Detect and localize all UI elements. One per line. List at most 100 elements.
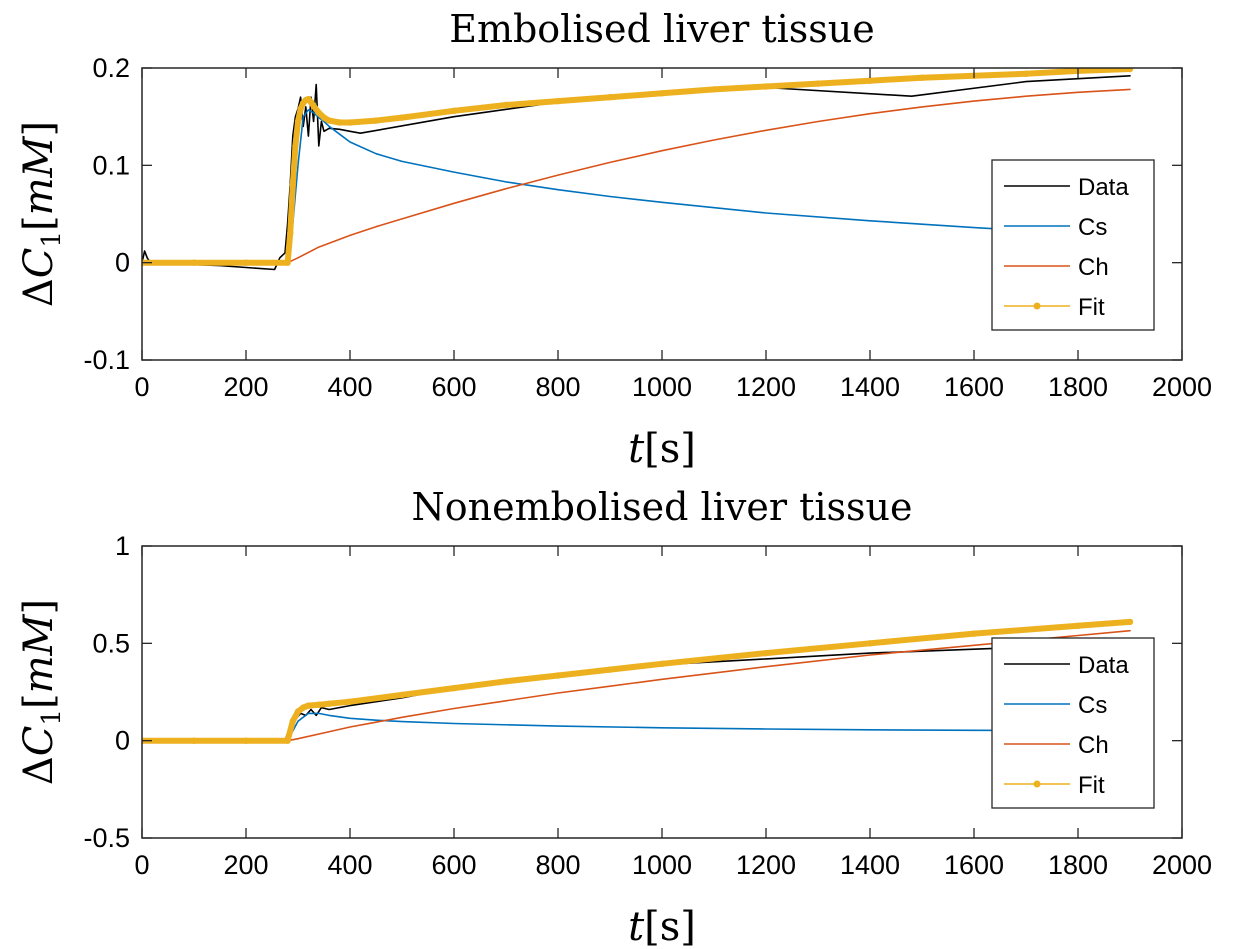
fit-point (372, 117, 380, 124)
x-tick-label: 2000 (1152, 372, 1212, 402)
y-axis-label: ΔC1[mM] (16, 599, 67, 785)
fit-point (1022, 70, 1030, 78)
x-axis-label-var: t (628, 426, 645, 472)
fit-point (346, 119, 354, 126)
fit-point (326, 700, 333, 707)
x-tick-label: 800 (535, 850, 580, 880)
fit-point (310, 102, 317, 110)
fit-point (450, 107, 458, 115)
fit-point (814, 80, 822, 87)
x-tick-label: 0 (134, 372, 149, 402)
fit-point (190, 737, 198, 744)
fit-point (190, 259, 198, 266)
fit-point (284, 737, 291, 744)
fit-point (502, 101, 510, 109)
fit-point (970, 630, 978, 637)
fit-point (326, 117, 333, 124)
y-axis-label-var: C (16, 248, 62, 279)
fit-point (866, 640, 874, 647)
y-axis-label-prefix: Δ (16, 756, 62, 785)
y-axis-label-bracket-close: ] (16, 121, 62, 137)
fit-point (336, 119, 343, 126)
y-axis-label-bracket-close: ] (16, 599, 62, 615)
x-tick-label: 1000 (632, 850, 692, 880)
legend-marker-fit (1033, 302, 1041, 310)
fit-point (300, 704, 307, 711)
y-tick-label: 0.2 (92, 53, 130, 83)
fit-point (1126, 618, 1134, 626)
legend-label-cs: Cs (1078, 214, 1107, 241)
x-axis-label-var: t (628, 904, 645, 949)
y-tick-label: 0 (115, 248, 130, 278)
x-tick-label: 1600 (944, 850, 1004, 880)
x-tick-label: 600 (431, 372, 476, 402)
legend-box (991, 637, 1155, 809)
legend-label-cs: Cs (1078, 692, 1107, 719)
y-tick-label: 1 (115, 531, 130, 561)
y-axis-label-bracket-open: [ (16, 693, 62, 709)
legend-label-data: Data (1078, 652, 1129, 679)
x-axis-label-unit: [s] (644, 426, 696, 472)
y-tick-label: 0.1 (92, 150, 130, 180)
x-tick-label: 1400 (840, 850, 900, 880)
series-fit-line (142, 618, 1133, 744)
x-axis-label: t[s] (628, 904, 696, 949)
fit-point (658, 660, 666, 667)
fit-point (242, 259, 250, 266)
fit-point (762, 649, 770, 657)
fit-point (305, 702, 312, 709)
y-axis-label-subscript: 1 (37, 231, 67, 248)
legend-label-fit: Fit (1078, 294, 1105, 321)
y-axis-label: ΔC1[mM] (16, 121, 67, 307)
fit-point (554, 97, 562, 105)
fit-point (346, 698, 354, 705)
fit-point (606, 94, 614, 101)
y-axis-label-unit: mM (16, 135, 62, 215)
chart-title: Embolised liver tissue (449, 7, 875, 51)
series-cs-line (286, 712, 1131, 742)
fit-point (289, 718, 296, 725)
fit-point (866, 77, 874, 84)
fit-point (554, 672, 562, 679)
fit-point (450, 684, 458, 692)
y-tick-label: -0.1 (83, 345, 130, 375)
y-tick-label: -0.5 (83, 823, 130, 853)
legend-label-fit: Fit (1078, 772, 1105, 799)
x-tick-label: 2000 (1152, 850, 1212, 880)
legend-label-ch: Ch (1078, 732, 1109, 759)
y-axis-label-unit: mM (16, 613, 62, 693)
x-tick-label: 400 (327, 372, 372, 402)
series-cs-line (286, 109, 1131, 264)
x-tick-label: 1000 (632, 372, 692, 402)
y-axis-label-prefix: Δ (16, 278, 62, 307)
x-tick-label: 1600 (944, 372, 1004, 402)
fit-point (289, 181, 296, 188)
fit-point (315, 701, 322, 708)
chart-1: Embolised liver tissue 0 200 400 600 800 1000 1… (16, 7, 1212, 472)
x-tick-label: 1200 (736, 850, 796, 880)
y-axis-label-bracket-open: [ (16, 215, 62, 231)
x-tick-label: 400 (327, 850, 372, 880)
legend-label-ch: Ch (1078, 254, 1109, 281)
x-axis-label: t[s] (628, 426, 696, 472)
fit-point (502, 678, 510, 685)
fit-point (710, 86, 718, 93)
x-tick-label: 1200 (736, 372, 796, 402)
legend-box (991, 159, 1155, 331)
series-group (142, 618, 1134, 744)
series-group (142, 68, 1134, 271)
y-axis-label-var: C (16, 726, 62, 757)
x-tick-label: 200 (223, 372, 268, 402)
legend-label-data: Data (1078, 174, 1129, 201)
fit-point (1126, 68, 1134, 73)
chart-title: Nonembolised liver tissue (412, 485, 913, 529)
y-axis-label-subscript: 1 (37, 709, 67, 726)
fit-point (658, 90, 666, 97)
x-tick-label: 0 (134, 850, 149, 880)
legend: Data Cs Ch Fit (991, 637, 1155, 809)
fit-point (294, 118, 302, 125)
fit-point (297, 105, 304, 113)
fit-point (242, 737, 250, 744)
